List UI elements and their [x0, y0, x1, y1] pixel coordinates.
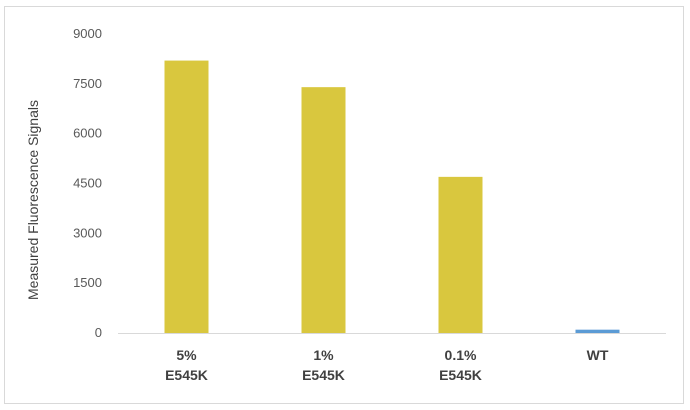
x-tick-label: E545K	[302, 367, 345, 383]
y-tick-label: 3000	[73, 225, 102, 240]
y-axis-title: Measured Fluorescence Signals	[25, 100, 41, 300]
x-tick-label: 1%	[313, 347, 334, 363]
x-tick-label: 0.1%	[445, 347, 477, 363]
x-tick-label: E545K	[165, 367, 208, 383]
y-tick-label: 0	[95, 325, 102, 340]
y-tick-label: 1500	[73, 275, 102, 290]
bars	[164, 60, 620, 334]
y-tick-label: 4500	[73, 176, 102, 191]
y-axis-ticks: 0 1500 3000 4500 6000 7500 9000	[73, 26, 102, 340]
y-tick-label: 9000	[73, 26, 102, 41]
bar	[575, 329, 620, 333]
x-tick-label: WT	[587, 347, 609, 363]
bar	[301, 87, 346, 334]
bar	[164, 60, 209, 333]
x-tick-label: 5%	[176, 347, 197, 363]
y-tick-label: 7500	[73, 76, 102, 91]
x-tick-label: E545K	[439, 367, 482, 383]
y-tick-label: 6000	[73, 126, 102, 141]
bar	[438, 176, 483, 333]
x-axis-labels: 5% E545K 1% E545K 0.1% E545K WT	[165, 347, 609, 383]
